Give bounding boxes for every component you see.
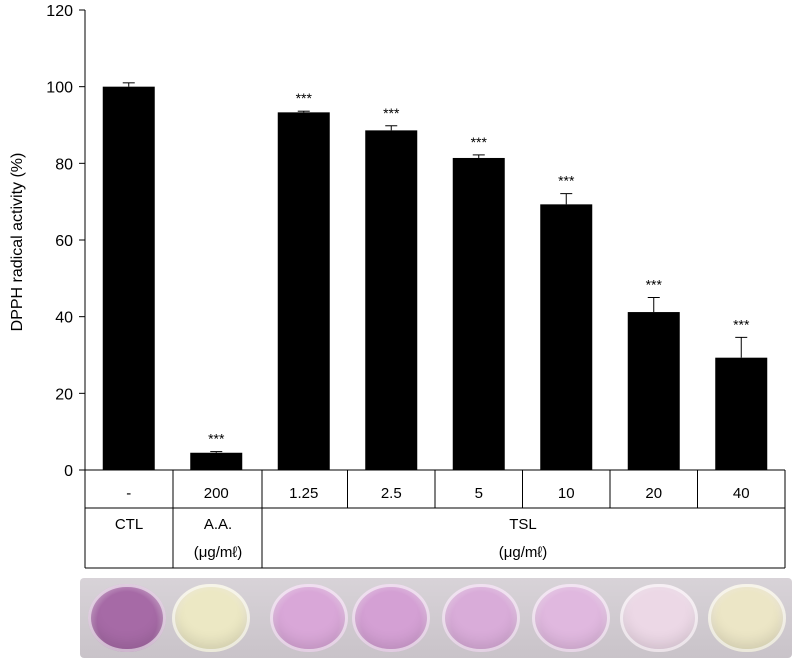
group-label-aa: A.A.: [204, 516, 232, 533]
y-tick-label: 40: [55, 310, 73, 327]
group-label-ctl: CTL: [115, 516, 143, 533]
category-label: 1.25: [289, 485, 318, 502]
y-axis-label: DPPH radical activity (%): [9, 153, 26, 332]
category-label: 5: [475, 485, 483, 502]
plate-well: [442, 584, 520, 652]
bar: [277, 112, 330, 470]
bar: [715, 357, 768, 470]
y-tick-label: 20: [55, 386, 73, 403]
significance-label: ***: [558, 173, 575, 189]
y-tick-label: 80: [55, 156, 73, 173]
significance-label: ***: [383, 105, 400, 121]
plate-well: [172, 584, 250, 652]
y-tick-label: 60: [55, 233, 73, 250]
plate-well: [352, 584, 430, 652]
bar: [627, 312, 680, 470]
significance-label: ***: [296, 90, 313, 106]
category-table: CTL A.A. (μg/mℓ) TSL (μg/mℓ): [84, 470, 786, 569]
group-unit-tsl: (μg/mℓ): [499, 544, 548, 561]
group-unit-aa: (μg/mℓ): [194, 544, 243, 561]
significance-label: ***: [646, 277, 663, 293]
bar: [190, 452, 243, 470]
bar: [102, 86, 155, 471]
y-tick-label: 100: [46, 80, 73, 97]
significance-label: ***: [733, 316, 750, 332]
bars: - *** 200 *** 1.25 *** 2.5 *** 5 *** 10 *** 20 *** 40: [102, 82, 768, 508]
significance-label: ***: [208, 431, 225, 447]
category-label: -: [126, 485, 131, 502]
group-label-tsl: TSL: [509, 516, 537, 533]
plate-well: [270, 584, 348, 652]
dpph-bar-chart: 0 20 40 60 80 100 120 DPPH radical activity (%…: [9, 3, 786, 569]
category-label: 20: [645, 485, 662, 502]
bar: [540, 204, 593, 470]
plate-well: [532, 584, 610, 652]
plate-well: [708, 584, 786, 652]
y-tick-label: 0: [64, 463, 73, 480]
category-label: 2.5: [381, 485, 402, 502]
category-label: 10: [558, 485, 575, 502]
significance-label: ***: [471, 134, 488, 150]
plate-well: [88, 584, 166, 652]
dpph-well-plate-photo: [80, 578, 792, 658]
y-tick-label: 120: [46, 3, 73, 20]
bar: [452, 157, 505, 470]
plate-well: [620, 584, 698, 652]
category-label: 200: [204, 485, 229, 502]
category-label: 40: [733, 485, 750, 502]
bar: [365, 130, 418, 470]
